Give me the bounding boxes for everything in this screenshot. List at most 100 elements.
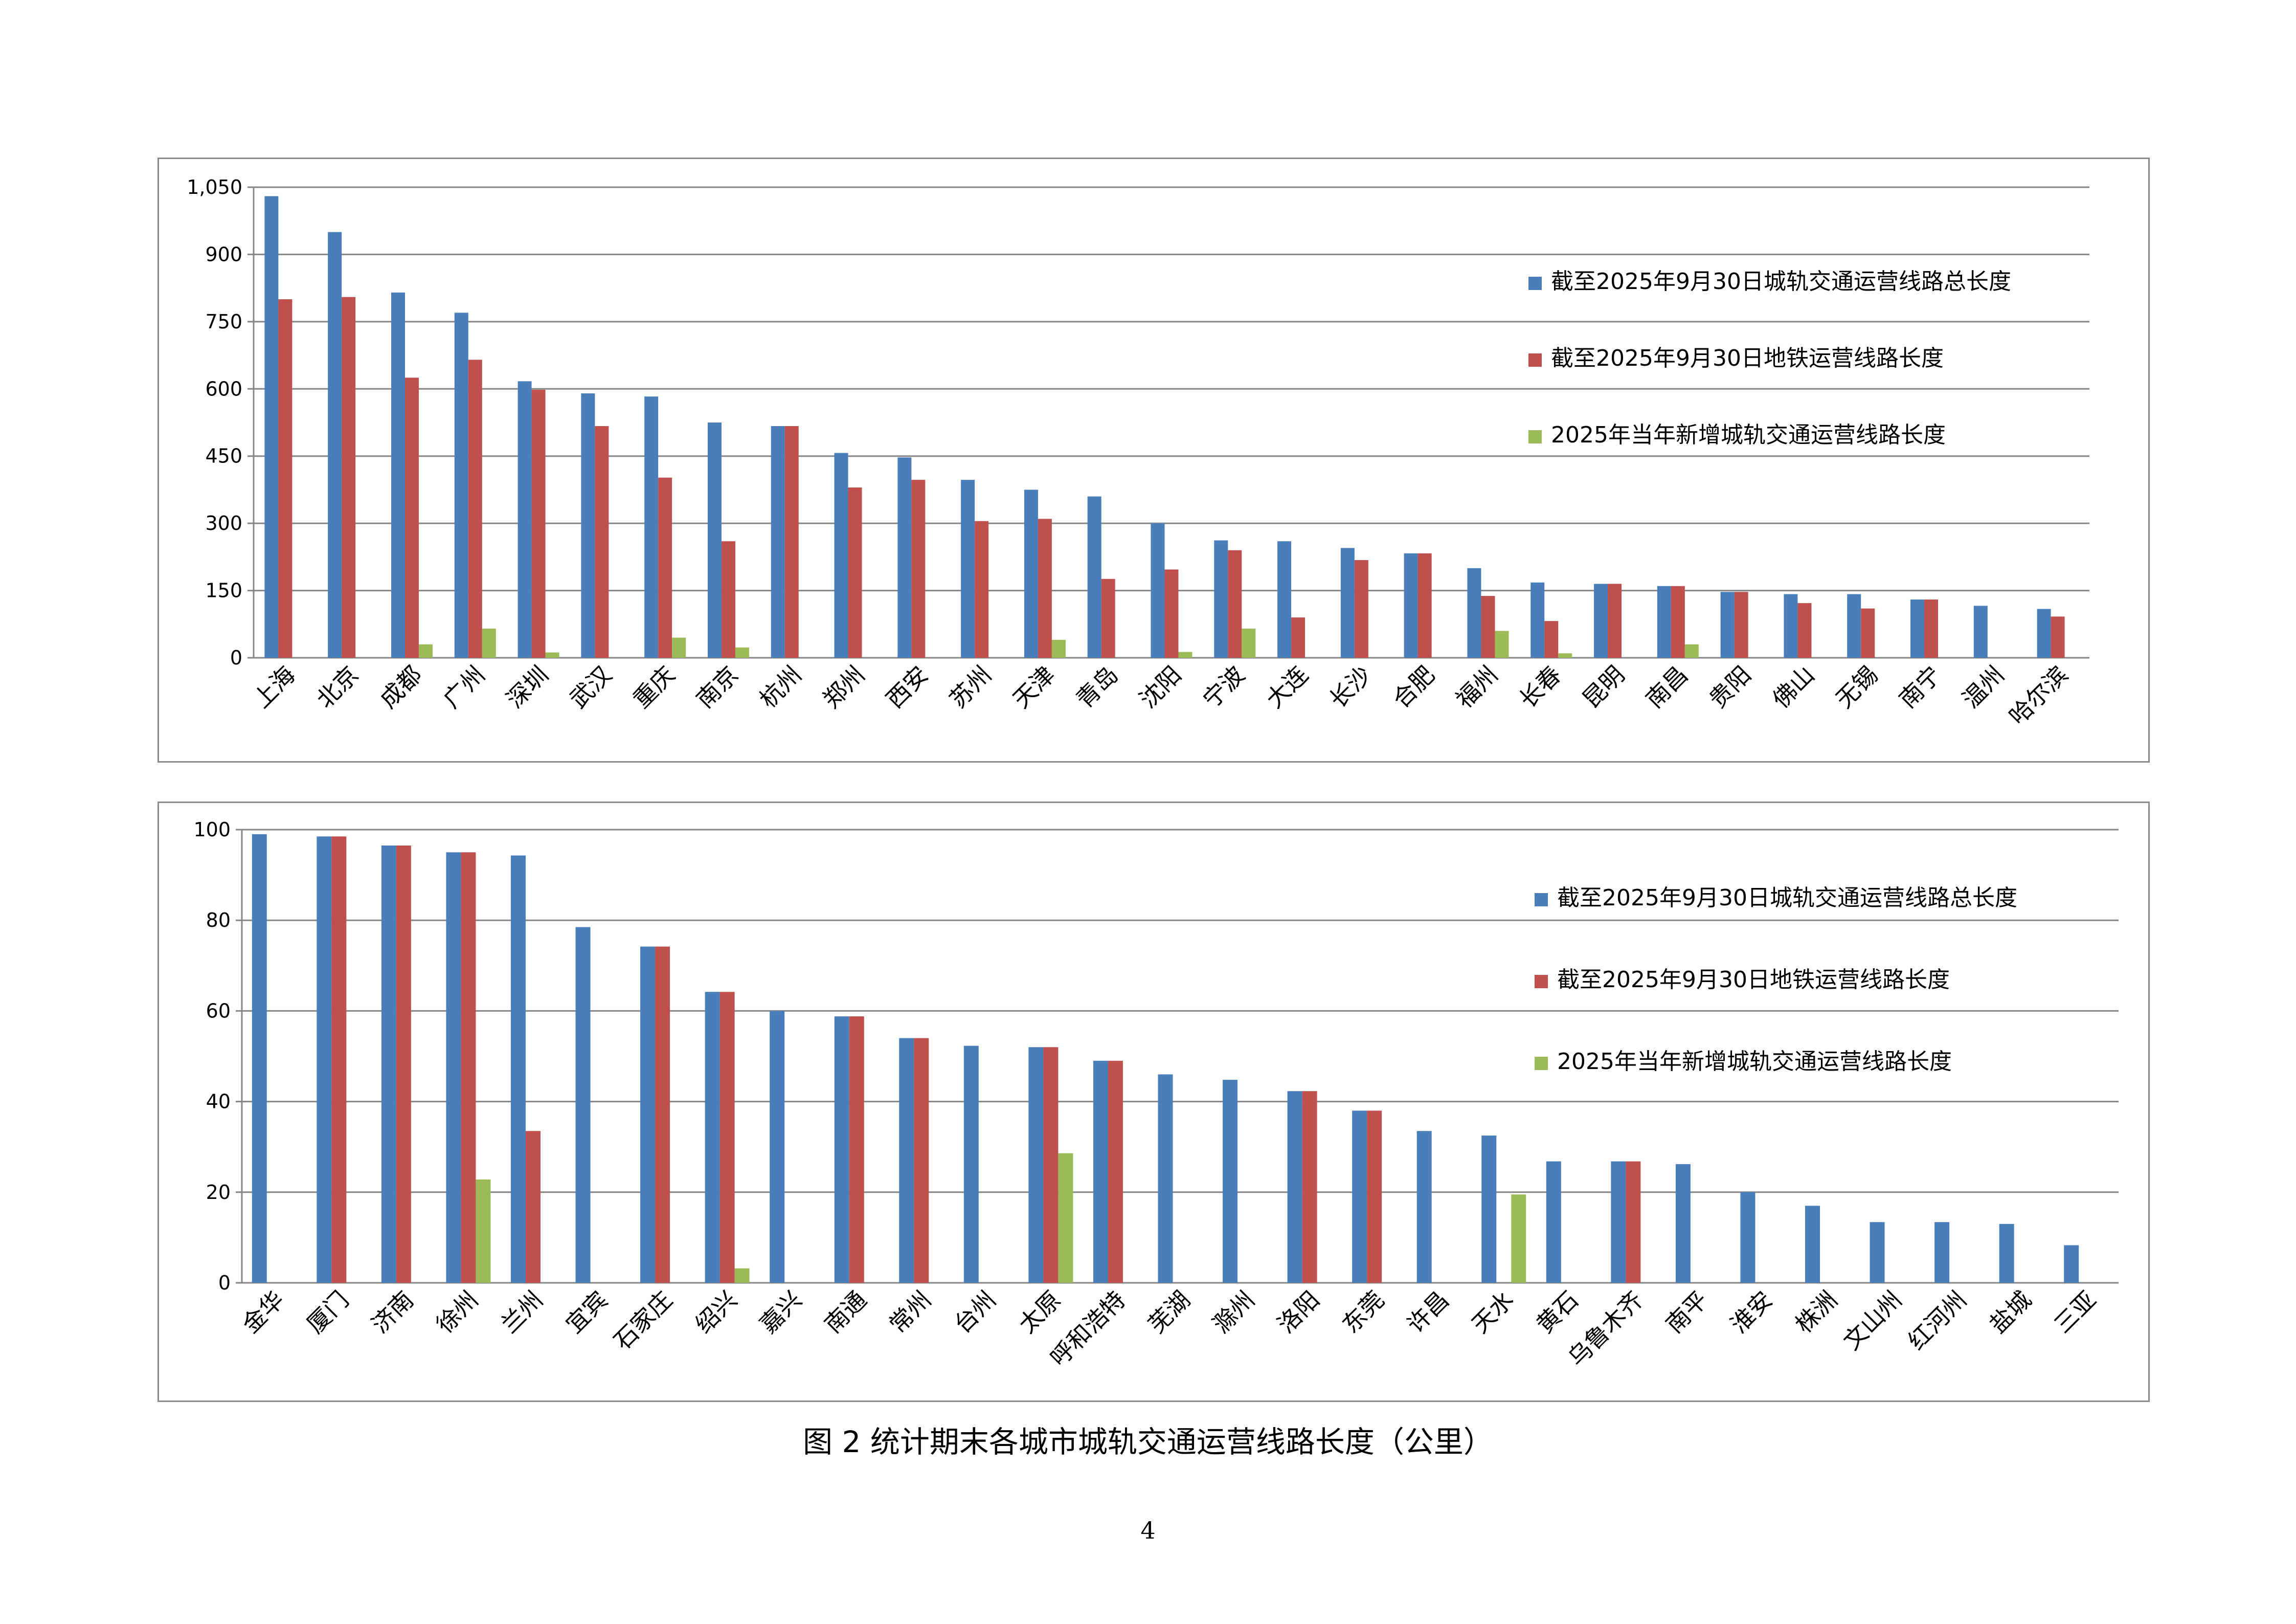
bar-series3-7 (734, 1268, 750, 1283)
category-label: 洛阳 (1272, 1286, 1325, 1339)
bar-series3-12 (1058, 1153, 1073, 1283)
bar-series2-13 (1108, 1060, 1123, 1283)
bar-series1-20 (1530, 582, 1545, 658)
bar-series1-21 (1611, 1161, 1626, 1283)
bar-series1-12 (1028, 1047, 1044, 1283)
bar-series1-0 (252, 834, 267, 1283)
bar-series2-4 (525, 1131, 541, 1283)
legend-label-2: 截至2025年9月30日地铁运营线路长度 (1551, 345, 1944, 371)
bar-series1-22 (1675, 1164, 1691, 1283)
bar-series2-5 (595, 426, 609, 658)
bar-series2-12 (1038, 519, 1052, 658)
y-tick-label: 900 (205, 243, 242, 265)
bar-series1-6 (644, 396, 659, 658)
bar-series1-10 (899, 1038, 914, 1283)
bar-series1-11 (961, 480, 975, 658)
bar-series1-4 (517, 381, 532, 658)
bar-series3-3 (482, 629, 496, 658)
bar-series2-3 (468, 360, 482, 658)
category-label: 淮安 (1725, 1286, 1778, 1339)
bar-series1-15 (1223, 1080, 1238, 1283)
category-label: 宜宾 (560, 1286, 613, 1339)
bar-series1-7 (705, 992, 720, 1283)
bar-series1-19 (1481, 1136, 1497, 1283)
bar-series2-9 (848, 487, 862, 658)
category-label: 兰州 (496, 1286, 548, 1339)
category-label: 嘉兴 (754, 1286, 807, 1339)
bar-series1-2 (391, 292, 405, 658)
legend-label-3: 2025年当年新增城轨交通运营线路长度 (1557, 1049, 1952, 1075)
category-label: 青岛 (1071, 661, 1123, 714)
bar-series2-22 (1671, 586, 1685, 658)
bar-series1-16 (1287, 1091, 1302, 1283)
bar-series3-4 (545, 652, 559, 658)
bar-series1-9 (834, 453, 848, 658)
bar-series2-1 (331, 836, 347, 1283)
bar-series1-25 (1870, 1222, 1885, 1283)
category-label: 上海 (247, 661, 300, 714)
category-label: 杭州 (754, 661, 807, 714)
legend-swatch-2 (1528, 353, 1542, 367)
legend-label-1: 截至2025年9月30日城轨交通运营线路总长度 (1557, 885, 2017, 911)
legend-label-3: 2025年当年新增城轨交通运营线路长度 (1551, 422, 1946, 448)
category-label: 常州 (884, 1286, 936, 1339)
bar-series1-11 (963, 1045, 979, 1283)
legend-label-1: 截至2025年9月30日城轨交通运营线路总长度 (1551, 269, 2011, 295)
bar-series2-25 (1861, 608, 1875, 658)
bar-series3-2 (418, 644, 433, 658)
bar-series1-27 (1999, 1223, 2014, 1283)
y-tick-label: 0 (230, 647, 242, 669)
legend-swatch-2 (1535, 975, 1548, 988)
bar-series2-13 (1101, 579, 1115, 658)
y-tick-label: 150 (205, 580, 242, 602)
bar-series2-10 (911, 480, 926, 658)
bar-series1-14 (1158, 1074, 1173, 1283)
y-tick-label: 600 (205, 377, 242, 400)
bar-series2-24 (1797, 603, 1812, 658)
legend-swatch-3 (1528, 430, 1542, 443)
bar-series3-20 (1558, 653, 1572, 658)
category-label: 株洲 (1790, 1286, 1842, 1339)
bar-series2-6 (655, 946, 670, 1283)
category-label: 南昌 (1640, 661, 1693, 714)
category-label: 南通 (819, 1286, 872, 1339)
category-label: 合肥 (1387, 661, 1440, 714)
bar-series2-18 (1417, 553, 1432, 658)
bar-series3-14 (1178, 652, 1192, 658)
category-label: 苏州 (944, 661, 997, 714)
category-label: 成都 (374, 661, 427, 714)
category-label: 金华 (237, 1286, 289, 1339)
category-label: 长沙 (1324, 661, 1377, 714)
bar-series2-4 (531, 390, 546, 658)
bar-series2-7 (719, 992, 735, 1283)
category-label: 盐城 (1984, 1286, 2037, 1339)
bar-series1-1 (328, 232, 342, 658)
bar-series1-12 (1024, 490, 1038, 658)
y-tick-label: 60 (206, 999, 231, 1022)
bar-series2-3 (461, 852, 476, 1283)
bar-series2-15 (1228, 550, 1242, 658)
bar-series2-21 (1608, 584, 1622, 658)
bar-series2-17 (1354, 560, 1368, 658)
bar-series1-19 (1467, 568, 1481, 658)
category-label: 三亚 (2049, 1286, 2101, 1339)
bar-series2-11 (975, 521, 989, 658)
category-label: 芜湖 (1143, 1286, 1196, 1339)
category-label: 宁波 (1197, 661, 1250, 714)
bar-series2-17 (1367, 1110, 1382, 1283)
bar-series1-13 (1093, 1060, 1108, 1283)
bar-series3-12 (1051, 639, 1066, 658)
bar-series1-4 (510, 855, 526, 1283)
bar-series1-5 (581, 393, 595, 658)
bar-series1-3 (446, 852, 461, 1283)
category-label: 西安 (881, 661, 933, 714)
bar-series1-18 (1404, 553, 1418, 658)
bar-series1-21 (1594, 584, 1608, 658)
category-label: 天水 (1466, 1286, 1519, 1339)
bar-series1-27 (1973, 606, 1988, 658)
bar-series3-19 (1511, 1194, 1526, 1283)
category-label: 深圳 (501, 661, 554, 714)
category-label: 大连 (1260, 661, 1313, 714)
y-tick-label: 0 (218, 1272, 231, 1294)
